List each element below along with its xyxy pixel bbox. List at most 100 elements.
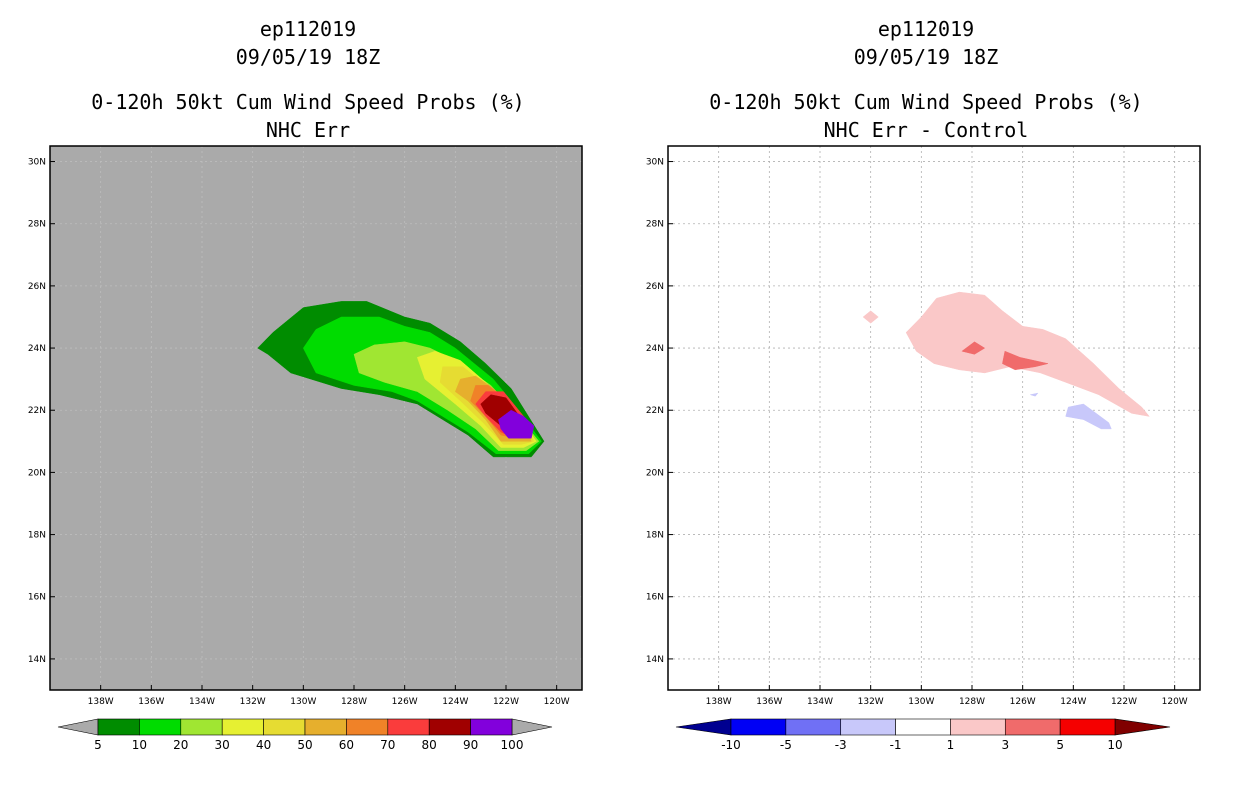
- right-colorbar-label-3: -1: [890, 738, 902, 752]
- right-contour-4: [1065, 403, 1112, 430]
- right-x-tick-label-7: 124W: [1060, 697, 1086, 707]
- right-colorbar-label-7: 10: [1107, 738, 1122, 752]
- left-plot-frame: [49, 145, 583, 691]
- left-y-tick-label-4: 22N: [28, 406, 46, 416]
- right-y-tick-label-6: 18N: [646, 531, 664, 541]
- right-x-tick-label-9: 120W: [1162, 697, 1188, 707]
- left-x-tick-label-3: 132W: [240, 697, 266, 707]
- left-colorbar-swatch-3: [221, 718, 264, 736]
- right-colorbar-right-extend: [1114, 718, 1171, 736]
- left-x-tick-label-4: 130W: [290, 697, 316, 707]
- left-colorbar-swatch-7: [387, 718, 430, 736]
- left-colorbar-swatch-2: [180, 718, 223, 736]
- left-colorbar-swatch-8: [428, 718, 471, 736]
- right-title-subtitle: NHC Err - Control: [823, 118, 1029, 142]
- left-y-tick-label-7: 16N: [28, 593, 46, 603]
- left-y-tick-label-6: 18N: [28, 531, 46, 541]
- right-colorbar-swatch-4: [950, 718, 1006, 736]
- right-colorbar-label-4: 1: [947, 738, 955, 752]
- right-plot-frame: [667, 145, 1201, 691]
- right-colorbar-label-0: -10: [721, 738, 741, 752]
- right-colorbar-label-2: -3: [835, 738, 847, 752]
- left-y-tick-label-5: 20N: [28, 468, 46, 478]
- right-y-tick-label-2: 26N: [646, 282, 664, 292]
- left-colorbar-label-7: 70: [380, 738, 395, 752]
- right-contour-0: [905, 291, 1150, 417]
- right-x-tick-label-2: 134W: [807, 697, 833, 707]
- right-contour-5: [1030, 392, 1039, 397]
- right-x-tick-label-3: 132W: [858, 697, 884, 707]
- right-colorbar-swatch-3: [895, 718, 951, 736]
- left-colorbar-label-9: 90: [463, 738, 478, 752]
- left-x-tick-label-2: 134W: [189, 697, 215, 707]
- left-x-tick-label-0: 138W: [88, 697, 114, 707]
- right-x-tick-label-6: 126W: [1010, 697, 1036, 707]
- right-colorbar-label-6: 5: [1056, 738, 1064, 752]
- right-colorbar-left-extend: [675, 718, 732, 736]
- right-title-product: 0-120h 50kt Cum Wind Speed Probs (%): [709, 90, 1143, 114]
- left-colorbar-left-extend: [57, 718, 99, 736]
- right-y-tick-label-4: 22N: [646, 406, 664, 416]
- right-colorbar-label-1: -5: [780, 738, 792, 752]
- right-colorbar-swatch-0: [730, 718, 787, 736]
- right-colorbar-swatch-1: [785, 718, 842, 736]
- left-colorbar-swatch-5: [304, 718, 347, 736]
- left-colorbar-swatch-4: [263, 718, 306, 736]
- left-colorbar-label-2: 20: [173, 738, 188, 752]
- right-contour-1: [862, 310, 879, 324]
- left-colorbar-label-10: 100: [501, 738, 524, 752]
- right-y-tick-label-7: 16N: [646, 593, 664, 603]
- right-contour-2: [1002, 350, 1049, 371]
- right-x-tick-label-4: 130W: [908, 697, 934, 707]
- left-title-date: 09/05/19 18Z: [235, 45, 381, 69]
- right-colorbar-swatch-6: [1059, 718, 1116, 736]
- right-title-storm: ep112019: [877, 17, 975, 41]
- right-colorbar-swatch-5: [1004, 718, 1061, 736]
- left-x-tick-label-7: 124W: [442, 697, 468, 707]
- left-title-product: 0-120h 50kt Cum Wind Speed Probs (%): [91, 90, 525, 114]
- left-y-tick-label-3: 24N: [28, 344, 46, 354]
- left-colorbar-label-3: 30: [215, 738, 230, 752]
- right-y-tick-label-3: 24N: [646, 344, 664, 354]
- right-colorbar-label-5: 3: [1001, 738, 1009, 752]
- right-colorbar-swatch-2: [840, 718, 896, 736]
- left-colorbar-swatch-6: [346, 718, 389, 736]
- left-x-tick-label-8: 122W: [493, 697, 519, 707]
- right-x-tick-label-8: 122W: [1111, 697, 1137, 707]
- left-colorbar-swatch-0: [97, 718, 140, 736]
- left-colorbar-label-1: 10: [132, 738, 147, 752]
- left-colorbar-label-8: 80: [422, 738, 437, 752]
- left-x-tick-label-9: 120W: [544, 697, 570, 707]
- left-colorbar: 5 10 20 30 40 50 60 70 80 90 100: [57, 718, 553, 752]
- right-plot-background: [668, 146, 1200, 690]
- left-colorbar-label-6: 60: [339, 738, 354, 752]
- left-y-tick-label-2: 26N: [28, 282, 46, 292]
- left-title-storm: ep112019: [259, 17, 357, 41]
- left-x-tick-label-6: 126W: [392, 697, 418, 707]
- left-x-tick-label-5: 128W: [341, 697, 367, 707]
- left-y-tick-label-8: 14N: [28, 655, 46, 665]
- left-contour-9: [498, 409, 535, 439]
- right-colorbar: -10 -5 -3 -1 1 3 5 10: [675, 718, 1171, 752]
- right-y-tick-label-0: 30N: [646, 158, 664, 168]
- left-map-panel: 138W 136W 134W 132W 130W 128W 126W 124W 122W 120W…: [28, 145, 583, 752]
- right-x-tick-label-1: 136W: [756, 697, 782, 707]
- right-contour-3: [961, 341, 986, 355]
- left-colorbar-label-4: 40: [256, 738, 271, 752]
- right-y-tick-label-8: 14N: [646, 655, 664, 665]
- left-x-tick-label-1: 136W: [138, 697, 164, 707]
- left-colorbar-right-extend: [511, 718, 553, 736]
- left-colorbar-swatch-1: [139, 718, 182, 736]
- left-y-tick-label-1: 28N: [28, 220, 46, 230]
- left-colorbar-label-0: 5: [94, 738, 102, 752]
- right-x-tick-label-0: 138W: [706, 697, 732, 707]
- left-colorbar-label-5: 50: [297, 738, 312, 752]
- right-title-date: 09/05/19 18Z: [853, 45, 999, 69]
- left-y-tick-label-0: 30N: [28, 158, 46, 168]
- right-map-panel: 138W 136W 134W 132W 130W 128W 126W 124W 122W 120W…: [646, 145, 1201, 752]
- left-title-subtitle: NHC Err: [265, 118, 351, 142]
- right-x-tick-label-5: 128W: [959, 697, 985, 707]
- right-y-tick-label-1: 28N: [646, 220, 664, 230]
- left-colorbar-swatch-9: [470, 718, 513, 736]
